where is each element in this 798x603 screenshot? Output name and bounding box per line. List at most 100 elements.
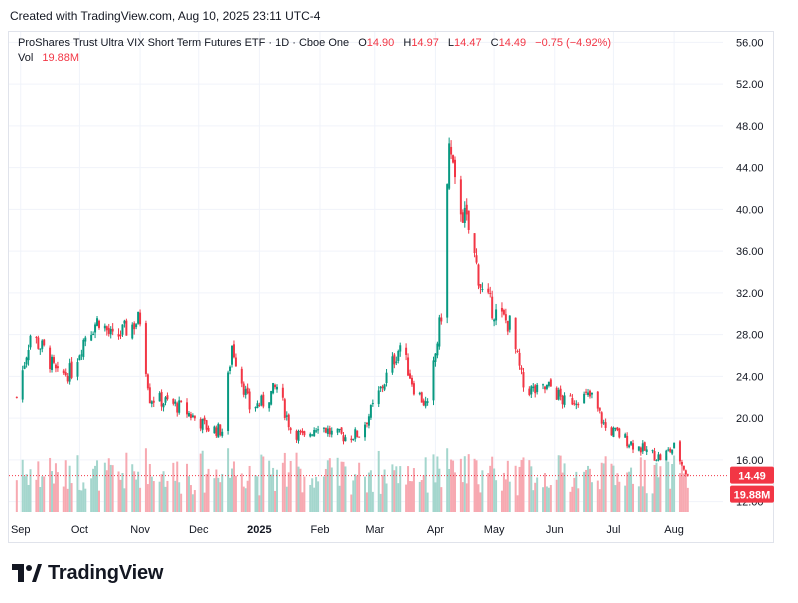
- candle-body: [655, 460, 658, 462]
- candle-body: [559, 388, 562, 397]
- volume-bar: [49, 457, 52, 512]
- candle-body: [454, 159, 457, 178]
- volume-bar: [588, 468, 591, 512]
- volume-bar: [52, 483, 55, 512]
- volume-bar: [322, 476, 325, 512]
- candle-body: [246, 387, 249, 394]
- candle-body: [229, 366, 232, 372]
- volume-bar: [393, 470, 396, 512]
- volume-bar: [391, 464, 394, 512]
- volume-bar: [324, 468, 327, 512]
- volume-bar: [328, 458, 331, 512]
- volume-bar: [164, 486, 167, 512]
- candle-body: [275, 386, 278, 390]
- candle-body: [585, 391, 588, 393]
- volume-bar: [187, 476, 190, 512]
- candle-body: [39, 348, 42, 350]
- volume-bar: [547, 487, 550, 512]
- candle-body: [340, 427, 343, 434]
- volume-bar: [268, 460, 271, 512]
- volume-bar: [506, 460, 509, 512]
- candle-body: [671, 449, 674, 454]
- candle-body: [561, 395, 564, 405]
- volume-bar: [215, 469, 218, 512]
- candle-body: [82, 339, 85, 358]
- candle-body: [256, 403, 259, 408]
- volume-bar: [669, 488, 672, 512]
- volume-bar: [51, 471, 54, 512]
- volume-bar: [76, 455, 79, 512]
- candle-body: [637, 446, 640, 451]
- chart-frame[interactable]: [8, 31, 774, 543]
- volume-bar: [600, 462, 603, 512]
- candle-body: [176, 403, 179, 413]
- candle-body: [25, 357, 28, 365]
- volume-bar: [585, 469, 588, 512]
- candle-body: [203, 417, 206, 421]
- candle-body: [125, 320, 128, 336]
- volume-bar: [452, 460, 455, 512]
- candle-body: [684, 470, 687, 475]
- y-tick-label: 20.00: [736, 413, 764, 425]
- candle-body: [232, 344, 235, 358]
- x-tick-label: Apr: [427, 524, 444, 536]
- volume-bar: [409, 481, 412, 512]
- volume-bar: [446, 448, 449, 512]
- volume-bar: [270, 474, 273, 512]
- volume-bar: [487, 473, 490, 512]
- candle-body: [405, 347, 408, 355]
- candle-body: [64, 372, 67, 376]
- volume-bar: [125, 452, 128, 512]
- y-tick-label: 32.00: [736, 288, 764, 300]
- candle-body: [117, 333, 120, 337]
- volume-bar: [23, 476, 26, 512]
- candle-body: [604, 422, 607, 428]
- candle-body: [440, 317, 443, 322]
- tradingview-logo[interactable]: TradingView: [12, 562, 163, 584]
- candle-body: [272, 383, 275, 394]
- volume-bar: [684, 476, 687, 512]
- low-value: 14.47: [454, 37, 482, 49]
- volume-bar: [123, 488, 126, 512]
- y-tick-label: 56.00: [736, 37, 764, 49]
- volume-bar: [614, 485, 617, 512]
- volume-bar: [297, 466, 300, 512]
- candle-body: [96, 318, 99, 326]
- volume-bar: [555, 479, 558, 512]
- volume-bar: [477, 484, 480, 512]
- candle-body: [518, 352, 521, 366]
- candle-body: [424, 401, 427, 407]
- volume-bar: [405, 484, 408, 512]
- candle-body: [240, 368, 243, 384]
- candle-body: [158, 393, 161, 402]
- candle-body: [244, 389, 247, 396]
- volume-bar: [587, 465, 590, 512]
- volume-bar: [340, 461, 343, 512]
- volume-bar: [256, 476, 259, 512]
- candle-body: [295, 430, 298, 440]
- candle-body: [94, 324, 97, 333]
- volume-bar: [448, 468, 451, 512]
- candle-body: [135, 324, 138, 328]
- volume-bar: [240, 473, 243, 512]
- candle-body: [37, 337, 40, 349]
- candle-body: [452, 155, 455, 163]
- candle-body: [274, 384, 277, 388]
- volume-bar: [68, 465, 71, 512]
- candle-body: [119, 335, 122, 337]
- volume-bar: [131, 464, 134, 512]
- volume-bar: [440, 487, 443, 512]
- candle-body: [616, 427, 619, 431]
- legend-row-volume: Vol 19.88M: [18, 51, 611, 66]
- candle-body: [62, 370, 65, 374]
- volume-bar: [248, 465, 251, 512]
- volume-bar: [180, 493, 183, 512]
- volume-bar: [657, 477, 660, 512]
- volume-bar: [150, 476, 153, 512]
- volume-bar: [561, 472, 564, 512]
- candle-body: [500, 307, 503, 312]
- volume-bar: [624, 485, 627, 512]
- candle-body: [160, 392, 163, 407]
- candle-body: [659, 454, 662, 461]
